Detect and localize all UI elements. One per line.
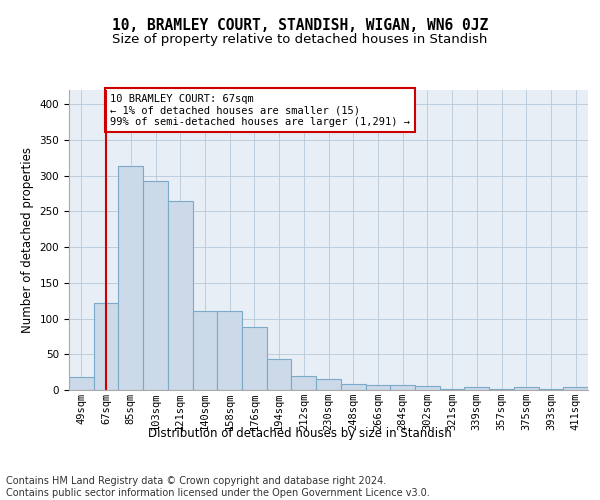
Bar	[292, 376, 316, 390]
Text: Contains HM Land Registry data © Crown copyright and database right 2024.
Contai: Contains HM Land Registry data © Crown c…	[6, 476, 430, 498]
Bar	[143, 180, 168, 390]
Y-axis label: Number of detached properties: Number of detached properties	[21, 147, 34, 333]
Bar	[390, 385, 415, 390]
Bar	[341, 384, 365, 390]
Bar	[217, 312, 242, 390]
Bar	[539, 388, 563, 390]
Bar	[489, 388, 514, 390]
Bar	[69, 377, 94, 390]
Bar	[440, 388, 464, 390]
Bar	[242, 327, 267, 390]
Bar	[316, 378, 341, 390]
Text: Size of property relative to detached houses in Standish: Size of property relative to detached ho…	[112, 32, 488, 46]
Bar	[118, 166, 143, 390]
Bar	[193, 312, 217, 390]
Bar	[415, 386, 440, 390]
Bar	[168, 200, 193, 390]
Bar	[365, 385, 390, 390]
Bar	[514, 387, 539, 390]
Text: 10 BRAMLEY COURT: 67sqm
← 1% of detached houses are smaller (15)
99% of semi-det: 10 BRAMLEY COURT: 67sqm ← 1% of detached…	[110, 94, 410, 127]
Bar	[267, 358, 292, 390]
Bar	[464, 387, 489, 390]
Bar	[94, 303, 118, 390]
Text: Distribution of detached houses by size in Standish: Distribution of detached houses by size …	[148, 428, 452, 440]
Text: 10, BRAMLEY COURT, STANDISH, WIGAN, WN6 0JZ: 10, BRAMLEY COURT, STANDISH, WIGAN, WN6 …	[112, 18, 488, 32]
Bar	[563, 387, 588, 390]
